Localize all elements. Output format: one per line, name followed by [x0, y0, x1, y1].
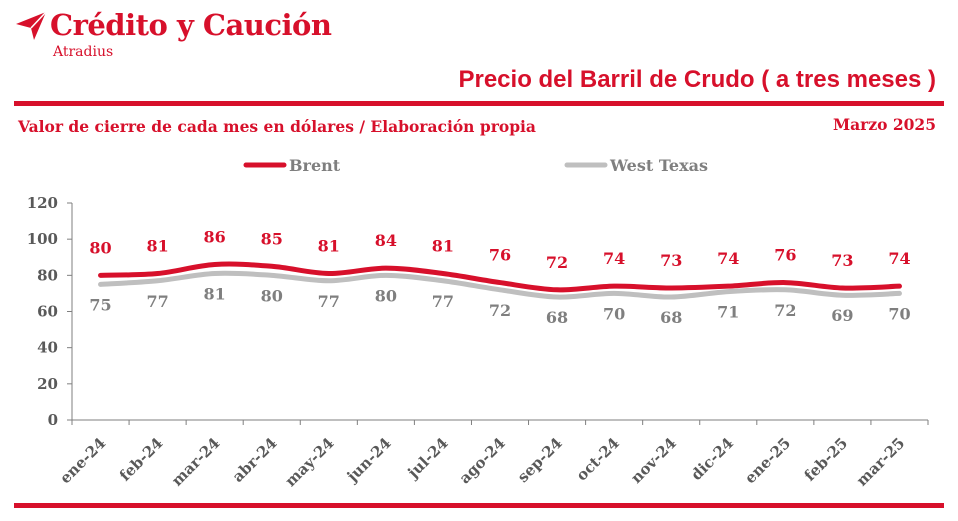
- data-label-brent: 80: [89, 238, 111, 257]
- x-tick-label: jun-24: [342, 434, 395, 487]
- data-label-west-texas: 77: [146, 292, 168, 311]
- data-label-brent: 81: [318, 237, 340, 256]
- data-label-brent: 74: [603, 249, 625, 268]
- data-label-brent: 73: [660, 251, 682, 270]
- x-tick-label: feb-25: [801, 434, 852, 485]
- y-tick-label: 0: [48, 411, 58, 429]
- data-label-brent: 76: [489, 246, 511, 265]
- footer-divider: [14, 503, 944, 508]
- data-label-brent: 74: [888, 249, 910, 268]
- data-label-brent: 86: [204, 227, 226, 246]
- x-tick-label: may-24: [281, 434, 337, 490]
- data-label-brent: 73: [831, 251, 853, 270]
- x-tick-label: nov-24: [627, 434, 680, 487]
- data-label-west-texas: 72: [774, 301, 796, 320]
- series-line-west-texas: [98, 270, 902, 300]
- data-label-west-texas: 77: [432, 292, 454, 311]
- x-tick-label: ene-25: [741, 434, 794, 487]
- y-tick-label: 60: [37, 303, 58, 321]
- x-tick-label: mar-24: [168, 434, 224, 490]
- data-label-west-texas: 68: [660, 308, 682, 327]
- x-tick-label: ago-24: [456, 434, 509, 487]
- x-tick-label: mar-25: [853, 434, 909, 490]
- data-label-west-texas: 71: [717, 303, 739, 322]
- data-label-west-texas: 72: [489, 301, 511, 320]
- logo-icon: [16, 11, 47, 40]
- y-tick-label: 100: [27, 230, 58, 248]
- y-tick-label: 120: [27, 194, 58, 212]
- data-label-west-texas: 80: [261, 286, 283, 305]
- y-tick-label: 20: [37, 375, 58, 393]
- data-label-brent: 84: [375, 231, 397, 250]
- report-date: Marzo 2025: [832, 115, 936, 134]
- x-tick-label: oct-24: [573, 434, 623, 484]
- data-label-brent: 81: [146, 237, 168, 256]
- x-tick-label: ene-24: [56, 434, 109, 487]
- data-label-west-texas: 80: [375, 286, 397, 305]
- data-label-west-texas: 68: [546, 308, 568, 327]
- series-line-brent: [98, 261, 902, 293]
- data-label-west-texas: 81: [204, 285, 226, 304]
- data-label-west-texas: 70: [603, 304, 625, 323]
- data-label-brent: 85: [261, 229, 283, 248]
- data-label-brent: 74: [717, 249, 739, 268]
- brand-subtitle: Atradius: [53, 44, 114, 60]
- x-tick-label: dic-24: [687, 434, 737, 484]
- legend-label-brent: Brent: [289, 156, 341, 175]
- data-label-west-texas: 77: [318, 292, 340, 311]
- data-label-west-texas: 75: [89, 295, 111, 314]
- title-divider: [14, 101, 944, 106]
- y-tick-label: 40: [37, 339, 58, 357]
- chart-subtitle: Valor de cierre de cada mes en dólares /…: [18, 117, 536, 136]
- chart-title: Precio del Barril de Crudo ( a tres mese…: [458, 66, 936, 93]
- data-label-brent: 81: [432, 237, 454, 256]
- x-tick-label: abr-24: [229, 434, 281, 486]
- data-label-west-texas: 70: [888, 304, 910, 323]
- data-label-brent: 72: [546, 253, 568, 272]
- brand-name: Crédito y Caución: [50, 8, 332, 42]
- x-tick-label: jul-24: [403, 434, 452, 483]
- data-label-west-texas: 69: [831, 306, 853, 325]
- data-label-brent: 76: [774, 246, 796, 265]
- legend-label-west-texas: West Texas: [609, 156, 708, 175]
- x-tick-label: sep-24: [514, 434, 566, 486]
- y-tick-label: 80: [37, 266, 58, 284]
- x-tick-label: feb-24: [116, 434, 167, 485]
